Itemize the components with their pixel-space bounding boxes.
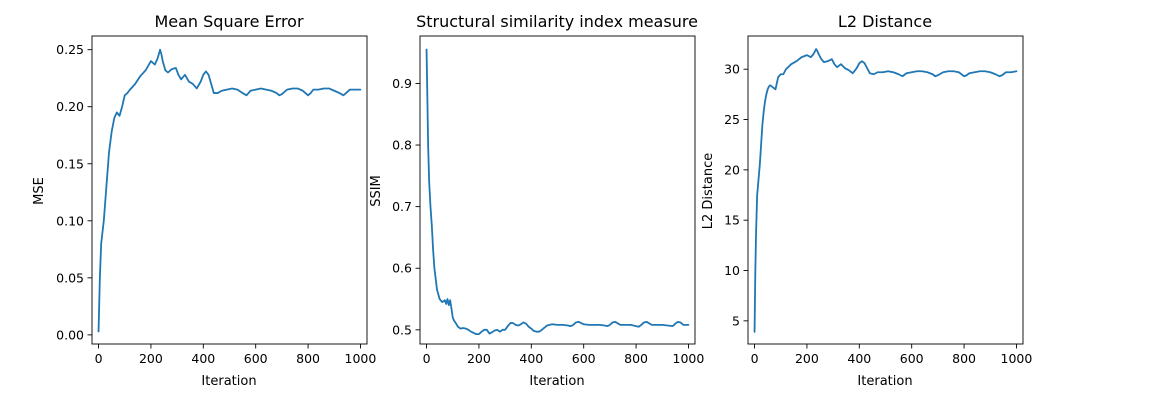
series-line <box>97 48 362 333</box>
x-tick-label: 1000 <box>345 351 377 366</box>
y-tick-label: 10 <box>724 263 740 278</box>
y-tick-label: 0.25 <box>56 42 84 57</box>
chart-title: Mean Square Error <box>154 12 304 31</box>
chart-title: L2 Distance <box>838 12 932 31</box>
x-tick-label: 800 <box>952 351 976 366</box>
chart-l2-distance: L2 Distance Iteration L2 Distance 0 200 40… <box>701 12 1032 389</box>
x-tick-label: 800 <box>624 351 648 366</box>
x-tick-label: 0 <box>423 351 431 366</box>
y-tick-label: 0.10 <box>56 213 84 228</box>
y-tick-label: 25 <box>724 112 740 127</box>
axes-frame <box>91 35 368 345</box>
axes-frame <box>419 35 696 345</box>
x-tick-label: 400 <box>519 351 543 366</box>
y-tick-label: 0.05 <box>56 270 84 285</box>
y-tick-label: 30 <box>724 62 740 77</box>
x-tick-label: 1000 <box>1001 351 1033 366</box>
x-tick-label: 800 <box>296 351 320 366</box>
x-axis-label: Iteration <box>529 374 584 389</box>
y-tick-label: 0.5 <box>392 322 412 337</box>
y-tick-label: 20 <box>724 162 740 177</box>
x-tick-label: 200 <box>467 351 491 366</box>
y-tick-label: 0.7 <box>392 199 412 214</box>
x-tick-label: 600 <box>572 351 596 366</box>
x-tick-label: 400 <box>191 351 215 366</box>
chart-mse: Mean Square Error Iteration MSE 0 200 400 6… <box>32 12 376 389</box>
x-tick-label: 600 <box>244 351 268 366</box>
x-tick-label: 200 <box>795 351 819 366</box>
x-tick-label: 400 <box>847 351 871 366</box>
y-axis-label: L2 Distance <box>701 153 716 230</box>
x-tick-label: 0 <box>95 351 103 366</box>
y-tick-label: 15 <box>724 213 740 228</box>
y-tick-label: 0.8 <box>392 138 412 153</box>
y-tick-label: 0.9 <box>392 76 412 91</box>
x-tick-label: 1000 <box>673 351 705 366</box>
y-tick-label: 0.15 <box>56 156 84 171</box>
chart-title: Structural similarity index measure <box>416 12 698 31</box>
series-line <box>425 48 690 336</box>
x-axis-label: Iteration <box>857 374 912 389</box>
x-tick-label: 200 <box>139 351 163 366</box>
chart-ssim: Structural similarity index measure Iter… <box>369 12 704 389</box>
y-tick-label: 5 <box>732 313 740 328</box>
y-axis-label: MSE <box>32 177 47 205</box>
x-tick-label: 0 <box>751 351 759 366</box>
x-tick-label: 600 <box>900 351 924 366</box>
y-tick-label: 0.00 <box>56 327 84 342</box>
axes-frame <box>747 35 1024 345</box>
y-tick-label: 0.6 <box>392 261 412 276</box>
x-axis-label: Iteration <box>201 374 256 389</box>
series-line <box>753 48 1018 333</box>
y-axis-label: SSIM <box>369 175 384 207</box>
y-tick-label: 0.20 <box>56 99 84 114</box>
